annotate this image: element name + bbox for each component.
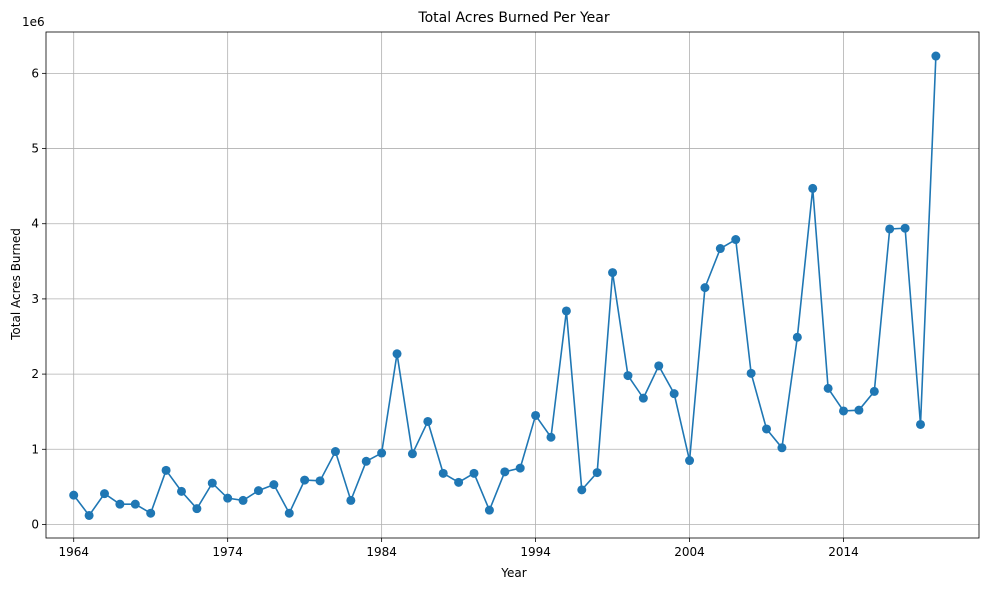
data-point-2009 <box>762 424 772 434</box>
data-point-2011 <box>792 332 802 342</box>
data-point-1996 <box>561 306 571 316</box>
data-point-1977 <box>269 480 279 490</box>
data-point-1991 <box>484 505 494 515</box>
chart-title: Total Acres Burned Per Year <box>417 10 609 26</box>
data-point-2017 <box>885 224 895 234</box>
data-point-2006 <box>715 244 725 254</box>
data-point-1985 <box>392 349 402 359</box>
x-tick-label: 2014 <box>828 545 859 559</box>
data-point-1980 <box>315 476 325 486</box>
data-point-2015 <box>854 405 864 415</box>
data-point-2003 <box>669 389 679 399</box>
data-point-2010 <box>777 443 787 453</box>
data-point-1992 <box>500 467 510 477</box>
y-tick-label: 1 <box>31 442 39 456</box>
data-point-2018 <box>900 223 910 233</box>
data-point-1986 <box>407 449 417 459</box>
x-tick-label: 1974 <box>212 545 243 559</box>
y-tick-label: 6 <box>31 66 39 80</box>
data-point-1969 <box>146 508 156 518</box>
y-axis-label: Total Acres Burned <box>9 228 23 341</box>
data-point-1964 <box>69 490 79 500</box>
data-point-2007 <box>731 235 741 245</box>
data-point-2008 <box>746 368 756 378</box>
data-point-1983 <box>361 456 371 466</box>
data-point-1968 <box>130 499 140 509</box>
y-tick-label: 3 <box>31 292 39 306</box>
data-point-1989 <box>454 477 464 487</box>
data-point-1974 <box>223 493 233 503</box>
x-tick-label: 1994 <box>520 545 551 559</box>
data-point-2013 <box>823 383 833 393</box>
data-point-1971 <box>176 486 186 496</box>
data-point-1987 <box>423 416 433 426</box>
data-point-1973 <box>207 478 217 488</box>
data-point-1972 <box>192 504 202 514</box>
data-point-2004 <box>685 456 695 466</box>
data-point-1966 <box>100 489 109 499</box>
data-point-1978 <box>284 508 294 518</box>
data-point-1967 <box>115 499 125 509</box>
y-tick-label: 5 <box>31 142 39 156</box>
x-tick-label: 1964 <box>58 545 89 559</box>
data-point-1982 <box>346 495 356 505</box>
data-point-1970 <box>161 465 171 475</box>
y-tick-label: 4 <box>31 217 39 231</box>
data-point-2001 <box>638 393 648 403</box>
data-point-2005 <box>700 283 710 293</box>
data-point-1999 <box>608 268 618 278</box>
data-point-1998 <box>592 468 602 478</box>
data-point-1988 <box>438 468 448 478</box>
y-axis-ticks: 0 1 2 3 4 5 6 <box>31 66 46 531</box>
data-point-1993 <box>515 463 525 473</box>
data-point-2002 <box>654 361 664 371</box>
data-point-1995 <box>546 432 556 442</box>
data-point-1965 <box>84 510 94 520</box>
y-axis-offset-text: 1e6 <box>22 15 45 29</box>
series-total-acres <box>69 51 941 520</box>
data-point-2019 <box>916 419 925 429</box>
data-point-1994 <box>531 410 541 420</box>
grid <box>46 32 979 538</box>
data-point-1984 <box>377 448 387 458</box>
data-point-1997 <box>577 485 587 495</box>
plot-frame <box>45 31 980 539</box>
data-point-1976 <box>253 486 263 496</box>
data-point-2020 <box>931 51 941 61</box>
data-point-1975 <box>238 495 248 505</box>
data-point-2012 <box>808 183 818 193</box>
x-tick-label: 2004 <box>674 545 705 559</box>
x-tick-label: 1984 <box>366 545 397 559</box>
data-point-2016 <box>869 386 879 396</box>
y-tick-label: 2 <box>31 367 39 381</box>
y-tick-label: 0 <box>31 517 39 531</box>
data-point-2014 <box>839 406 849 416</box>
data-point-1979 <box>300 475 310 485</box>
x-axis-ticks: 1964 1974 1984 1994 2004 2014 <box>58 538 859 559</box>
data-point-1981 <box>330 447 340 457</box>
data-point-1990 <box>469 468 479 478</box>
x-axis-label: Year <box>500 566 526 580</box>
data-point-2000 <box>623 371 633 381</box>
